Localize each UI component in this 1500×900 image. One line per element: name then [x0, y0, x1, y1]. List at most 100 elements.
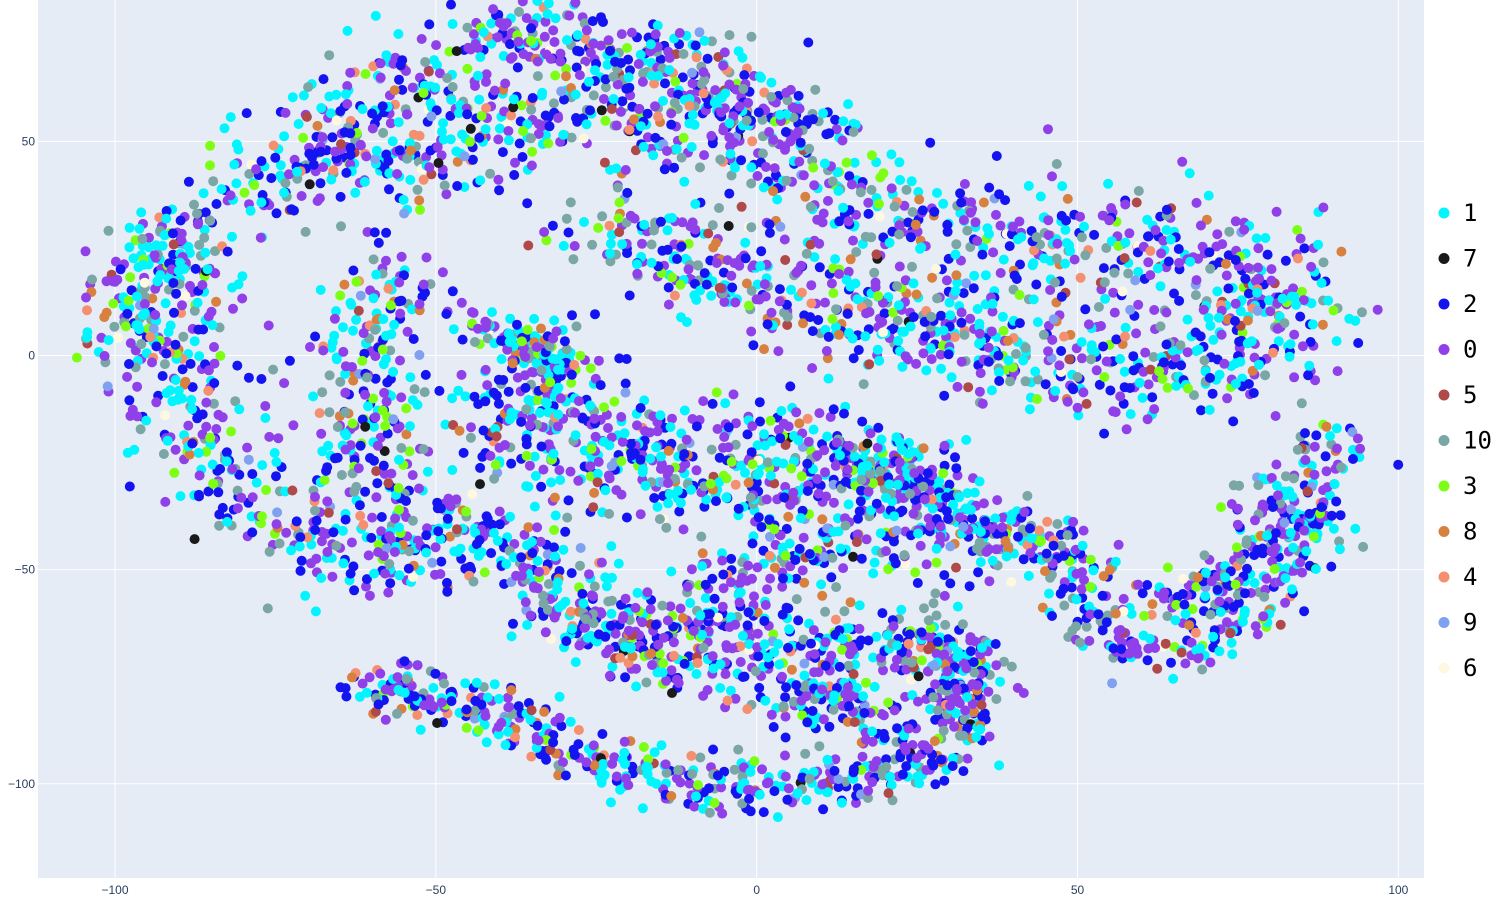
scatter-point-series-0	[316, 536, 327, 547]
scatter-point-series-1	[487, 307, 497, 318]
scatter-point-series-2	[556, 721, 567, 732]
scatter-point-series-1	[972, 304, 983, 314]
scatter-point-series-2	[475, 462, 486, 473]
scatter-point-series-5	[1275, 619, 1286, 630]
scatter-point-series-0	[813, 488, 824, 499]
scatter-point-series-2	[677, 72, 688, 83]
scatter-point-series-0	[991, 660, 1002, 671]
scatter-point-series-2	[813, 315, 824, 325]
scatter-point-series-2	[506, 458, 517, 469]
scatter-point-series-0	[667, 413, 677, 424]
scatter-point-series-3	[249, 180, 260, 191]
scatter-point-series-2	[585, 105, 595, 116]
scatter-point-series-1	[672, 485, 683, 496]
scatter-point-series-0	[720, 669, 731, 680]
scatter-point-series-1	[316, 103, 327, 113]
scatter-point-series-3	[1191, 581, 1202, 592]
scatter-point-series-2	[348, 265, 359, 276]
scatter-point-series-2	[977, 711, 988, 722]
scatter-point-series-0	[774, 296, 785, 307]
scatter-point-series-2	[1303, 370, 1314, 381]
scatter-point-series-5	[323, 507, 334, 518]
scatter-point-series-0	[1142, 414, 1153, 425]
scatter-point-series-2	[769, 786, 780, 797]
scatter-point-series-1	[793, 435, 804, 446]
scatter-point-series-3	[749, 756, 760, 767]
scatter-point-series-0	[710, 85, 721, 96]
scatter-point-series-1	[884, 237, 895, 248]
scatter-point-series-0	[812, 474, 823, 484]
scatter-point-series-10	[404, 546, 415, 557]
scatter-point-series-1	[994, 760, 1005, 771]
scatter-point-series-10	[542, 604, 553, 615]
scatter-point-series-10	[561, 344, 572, 355]
scatter-point-series-1	[493, 729, 504, 740]
scatter-point-series-2	[221, 447, 232, 458]
scatter-point-series-1	[447, 465, 458, 475]
scatter-point-series-0	[1372, 304, 1383, 315]
scatter-point-series-1	[1133, 266, 1144, 277]
scatter-point-series-2	[593, 629, 604, 640]
scatter-point-series-0	[160, 496, 171, 507]
scatter-point-series-0	[1183, 580, 1194, 591]
scatter-point-series-1	[844, 328, 854, 338]
scatter-point-series-0	[370, 351, 381, 362]
scatter-point-series-0	[554, 465, 565, 476]
scatter-point-series-2	[328, 527, 339, 538]
scatter-point-series-2	[802, 486, 813, 496]
scatter-point-series-1	[186, 394, 197, 405]
scatter-point-series-1	[830, 254, 841, 265]
scatter-point-series-10	[693, 260, 704, 271]
scatter-point-series-8	[523, 522, 534, 533]
scatter-point-series-10	[340, 407, 351, 418]
scatter-point-series-5	[1119, 253, 1130, 264]
scatter-point-series-0	[1271, 206, 1282, 217]
scatter-point-series-1	[1191, 346, 1202, 357]
scatter-point-series-4	[730, 479, 741, 490]
scatter-point-series-1	[165, 320, 176, 331]
scatter-point-series-6	[407, 572, 418, 582]
scatter-point-series-3	[532, 395, 543, 406]
scatter-point-series-1	[1284, 351, 1295, 362]
scatter-point-series-1	[1306, 298, 1317, 309]
scatter-point-series-4	[580, 33, 591, 44]
scatter-point-series-10	[646, 239, 657, 250]
scatter-point-series-2	[373, 237, 384, 248]
scatter-point-series-10	[368, 254, 379, 265]
scatter-point-series-1	[657, 667, 668, 678]
scatter-point-series-2	[213, 487, 224, 498]
scatter-point-series-10	[1133, 186, 1144, 196]
scatter-point-series-2	[753, 512, 764, 523]
scatter-point-series-3	[347, 418, 358, 429]
scatter-point-series-1	[606, 541, 617, 552]
scatter-point-series-2	[544, 121, 555, 132]
scatter-point-series-0	[421, 252, 432, 263]
scatter-point-series-0	[81, 292, 91, 303]
scatter-point-series-10	[791, 594, 802, 605]
scatter-point-series-0	[436, 150, 447, 161]
scatter-point-series-2	[690, 40, 701, 51]
scatter-point-series-2	[494, 519, 505, 530]
scatter-point-series-2	[956, 317, 967, 328]
scatter-point-series-2	[420, 369, 431, 380]
scatter-point-series-8	[794, 418, 805, 429]
scatter-point-series-7	[596, 105, 607, 116]
scatter-point-series-9	[1252, 305, 1263, 316]
scatter-point-series-2	[701, 279, 712, 290]
scatter-point-series-3	[797, 710, 808, 721]
scatter-point-series-1	[632, 587, 643, 598]
scatter-point-series-5	[848, 669, 859, 680]
scatter-point-series-2	[973, 567, 984, 578]
scatter-point-series-0	[899, 200, 910, 211]
scatter-point-series-1	[82, 332, 92, 343]
scatter-point-series-0	[1271, 459, 1282, 470]
scatter-point-series-0	[485, 450, 496, 461]
scatter-point-series-5	[782, 320, 793, 330]
scatter-point-series-2	[171, 288, 182, 299]
scatter-point-series-2	[807, 326, 818, 337]
scatter-point-series-1	[159, 230, 170, 241]
scatter-point-series-1	[184, 248, 195, 258]
scatter-point-series-10	[999, 656, 1009, 667]
scatter-point-series-2	[930, 714, 941, 725]
scatter-point-series-0	[616, 29, 627, 40]
